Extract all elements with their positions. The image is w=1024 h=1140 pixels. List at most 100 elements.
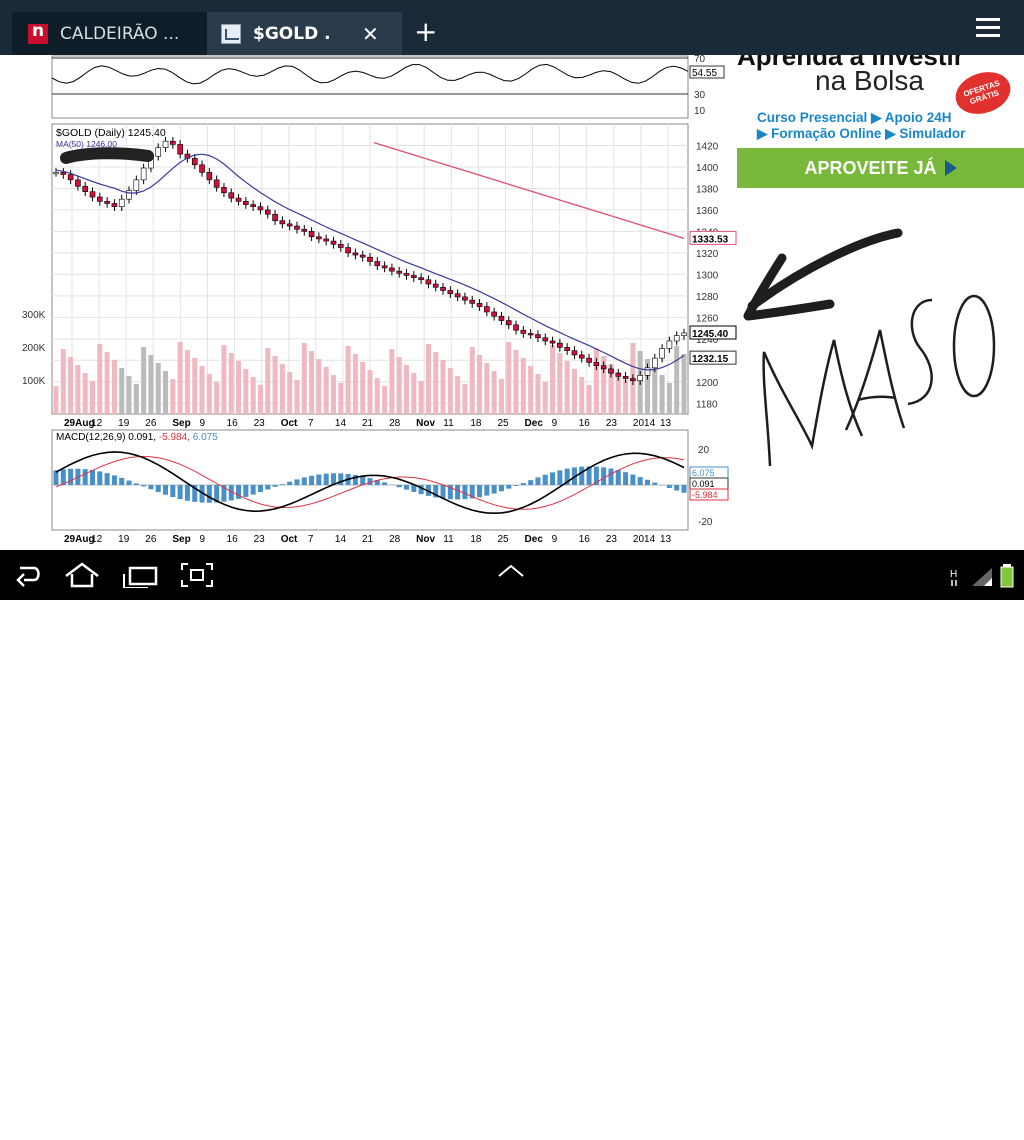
volume-bar xyxy=(229,353,234,414)
volume-bar xyxy=(294,380,299,414)
volume-bar xyxy=(660,375,665,414)
price-panel: 1180120012201240126012801300132013401360… xyxy=(22,124,736,429)
volume-bar xyxy=(54,386,59,414)
system-nav-bar: 21h49 H xyxy=(0,550,1024,600)
volume-bar xyxy=(397,357,402,414)
price-candle xyxy=(652,358,657,368)
scribble-redaction xyxy=(66,153,148,158)
macd-histogram-bar xyxy=(397,485,402,487)
price-candle xyxy=(572,351,577,355)
price-candle xyxy=(229,193,234,198)
price-candle xyxy=(645,368,650,376)
price-candle xyxy=(601,366,606,369)
volume-bar xyxy=(243,369,248,414)
macd-x-tick-label: 26 xyxy=(145,534,157,545)
macd-histogram-bar xyxy=(243,485,248,497)
price-candle xyxy=(623,376,628,378)
macd-histogram-bar xyxy=(90,470,95,485)
volume-tick-label: 200K xyxy=(22,343,46,354)
price-candle xyxy=(535,335,540,338)
macd-histogram-bar xyxy=(236,485,241,499)
handwritten-s xyxy=(908,300,932,404)
price-candle xyxy=(667,341,672,349)
price-candle xyxy=(324,239,329,241)
macd-value-label: 0.091 xyxy=(692,479,715,489)
price-candle xyxy=(594,362,599,365)
volume-bar xyxy=(170,379,175,414)
macd-histogram-bar xyxy=(623,472,628,485)
volume-bar xyxy=(419,381,424,414)
price-candle xyxy=(353,253,358,255)
x-tick-label: 14 xyxy=(335,418,347,429)
price-candle xyxy=(309,231,314,236)
macd-histogram-bar xyxy=(601,467,606,485)
price-candle xyxy=(674,336,679,341)
price-candle xyxy=(273,214,278,220)
price-candle xyxy=(134,180,139,191)
volume-bar xyxy=(90,381,95,414)
price-candle xyxy=(156,148,161,157)
macd-histogram-bar xyxy=(404,485,409,490)
x-tick-label: 16 xyxy=(579,418,591,429)
price-candle xyxy=(441,287,446,290)
volume-bar xyxy=(448,368,453,414)
chevron-up-icon[interactable] xyxy=(496,562,526,582)
macd-histogram-bar xyxy=(477,485,482,497)
macd-x-tick-label: 23 xyxy=(606,534,618,545)
price-candle xyxy=(638,375,643,380)
macd-histogram-bar xyxy=(324,474,329,485)
x-tick-label: 21 xyxy=(362,418,374,429)
macd-histogram-bar xyxy=(141,485,146,486)
macd-histogram-bar xyxy=(652,483,657,485)
x-tick-label: 29Aug xyxy=(64,418,95,429)
price-candle xyxy=(243,201,248,204)
ad-banner[interactable]: Aprenda a Investir na Bolsa OFERTAS GRÁT… xyxy=(737,55,1024,195)
macd-histogram-bar xyxy=(492,485,497,494)
x-tick-label: 28 xyxy=(389,418,401,429)
price-candle xyxy=(521,330,526,333)
volume-bar xyxy=(535,374,540,414)
macd-histogram-bar xyxy=(557,470,562,485)
ad-cta-button[interactable]: APROVEITE JÁ xyxy=(737,148,1024,188)
price-tick-label: 1400 xyxy=(696,163,719,174)
price-candle xyxy=(543,338,548,341)
volume-bar xyxy=(360,362,365,414)
price-candle xyxy=(426,280,431,284)
volume-bar xyxy=(192,358,197,414)
volume-bar xyxy=(565,361,570,414)
price-candle xyxy=(389,268,394,271)
volume-bar xyxy=(258,385,263,414)
recent-apps-icon[interactable] xyxy=(120,562,160,588)
macd-x-tick-label: 11 xyxy=(443,534,454,545)
home-icon[interactable] xyxy=(62,562,102,588)
price-candle xyxy=(608,369,613,373)
price-candle xyxy=(83,186,88,191)
x-tick-label: 26 xyxy=(145,418,157,429)
macd-histogram-bar xyxy=(302,477,307,485)
back-icon[interactable] xyxy=(10,562,44,588)
price-candle xyxy=(192,158,197,164)
macd-x-tick-label: 25 xyxy=(497,534,509,545)
macd-histogram-bar xyxy=(287,482,292,485)
macd-x-tick-label: 9 xyxy=(552,534,558,545)
macd-x-tick-label: 2014 xyxy=(633,534,656,545)
volume-bar xyxy=(441,360,446,414)
macd-histogram-bar xyxy=(273,485,278,487)
macd-histogram-bar xyxy=(338,473,343,485)
macd-histogram-bar xyxy=(455,485,460,499)
screenshot-icon[interactable] xyxy=(180,562,214,588)
macd-histogram-bar xyxy=(514,485,519,486)
macd-histogram-bar xyxy=(83,469,88,485)
volume-bar xyxy=(594,348,599,414)
macd-histogram-bar xyxy=(441,485,446,499)
volume-bar xyxy=(68,357,73,414)
volume-tick-label: 300K xyxy=(22,310,46,321)
macd-histogram-bar xyxy=(54,470,59,485)
x-tick-label: 25 xyxy=(497,418,509,429)
volume-bar xyxy=(338,383,343,414)
x-tick-label: 9 xyxy=(552,418,558,429)
macd-histogram-bar xyxy=(360,476,365,485)
x-tick-label: 19 xyxy=(118,418,130,429)
macd-histogram-bar xyxy=(667,485,672,488)
